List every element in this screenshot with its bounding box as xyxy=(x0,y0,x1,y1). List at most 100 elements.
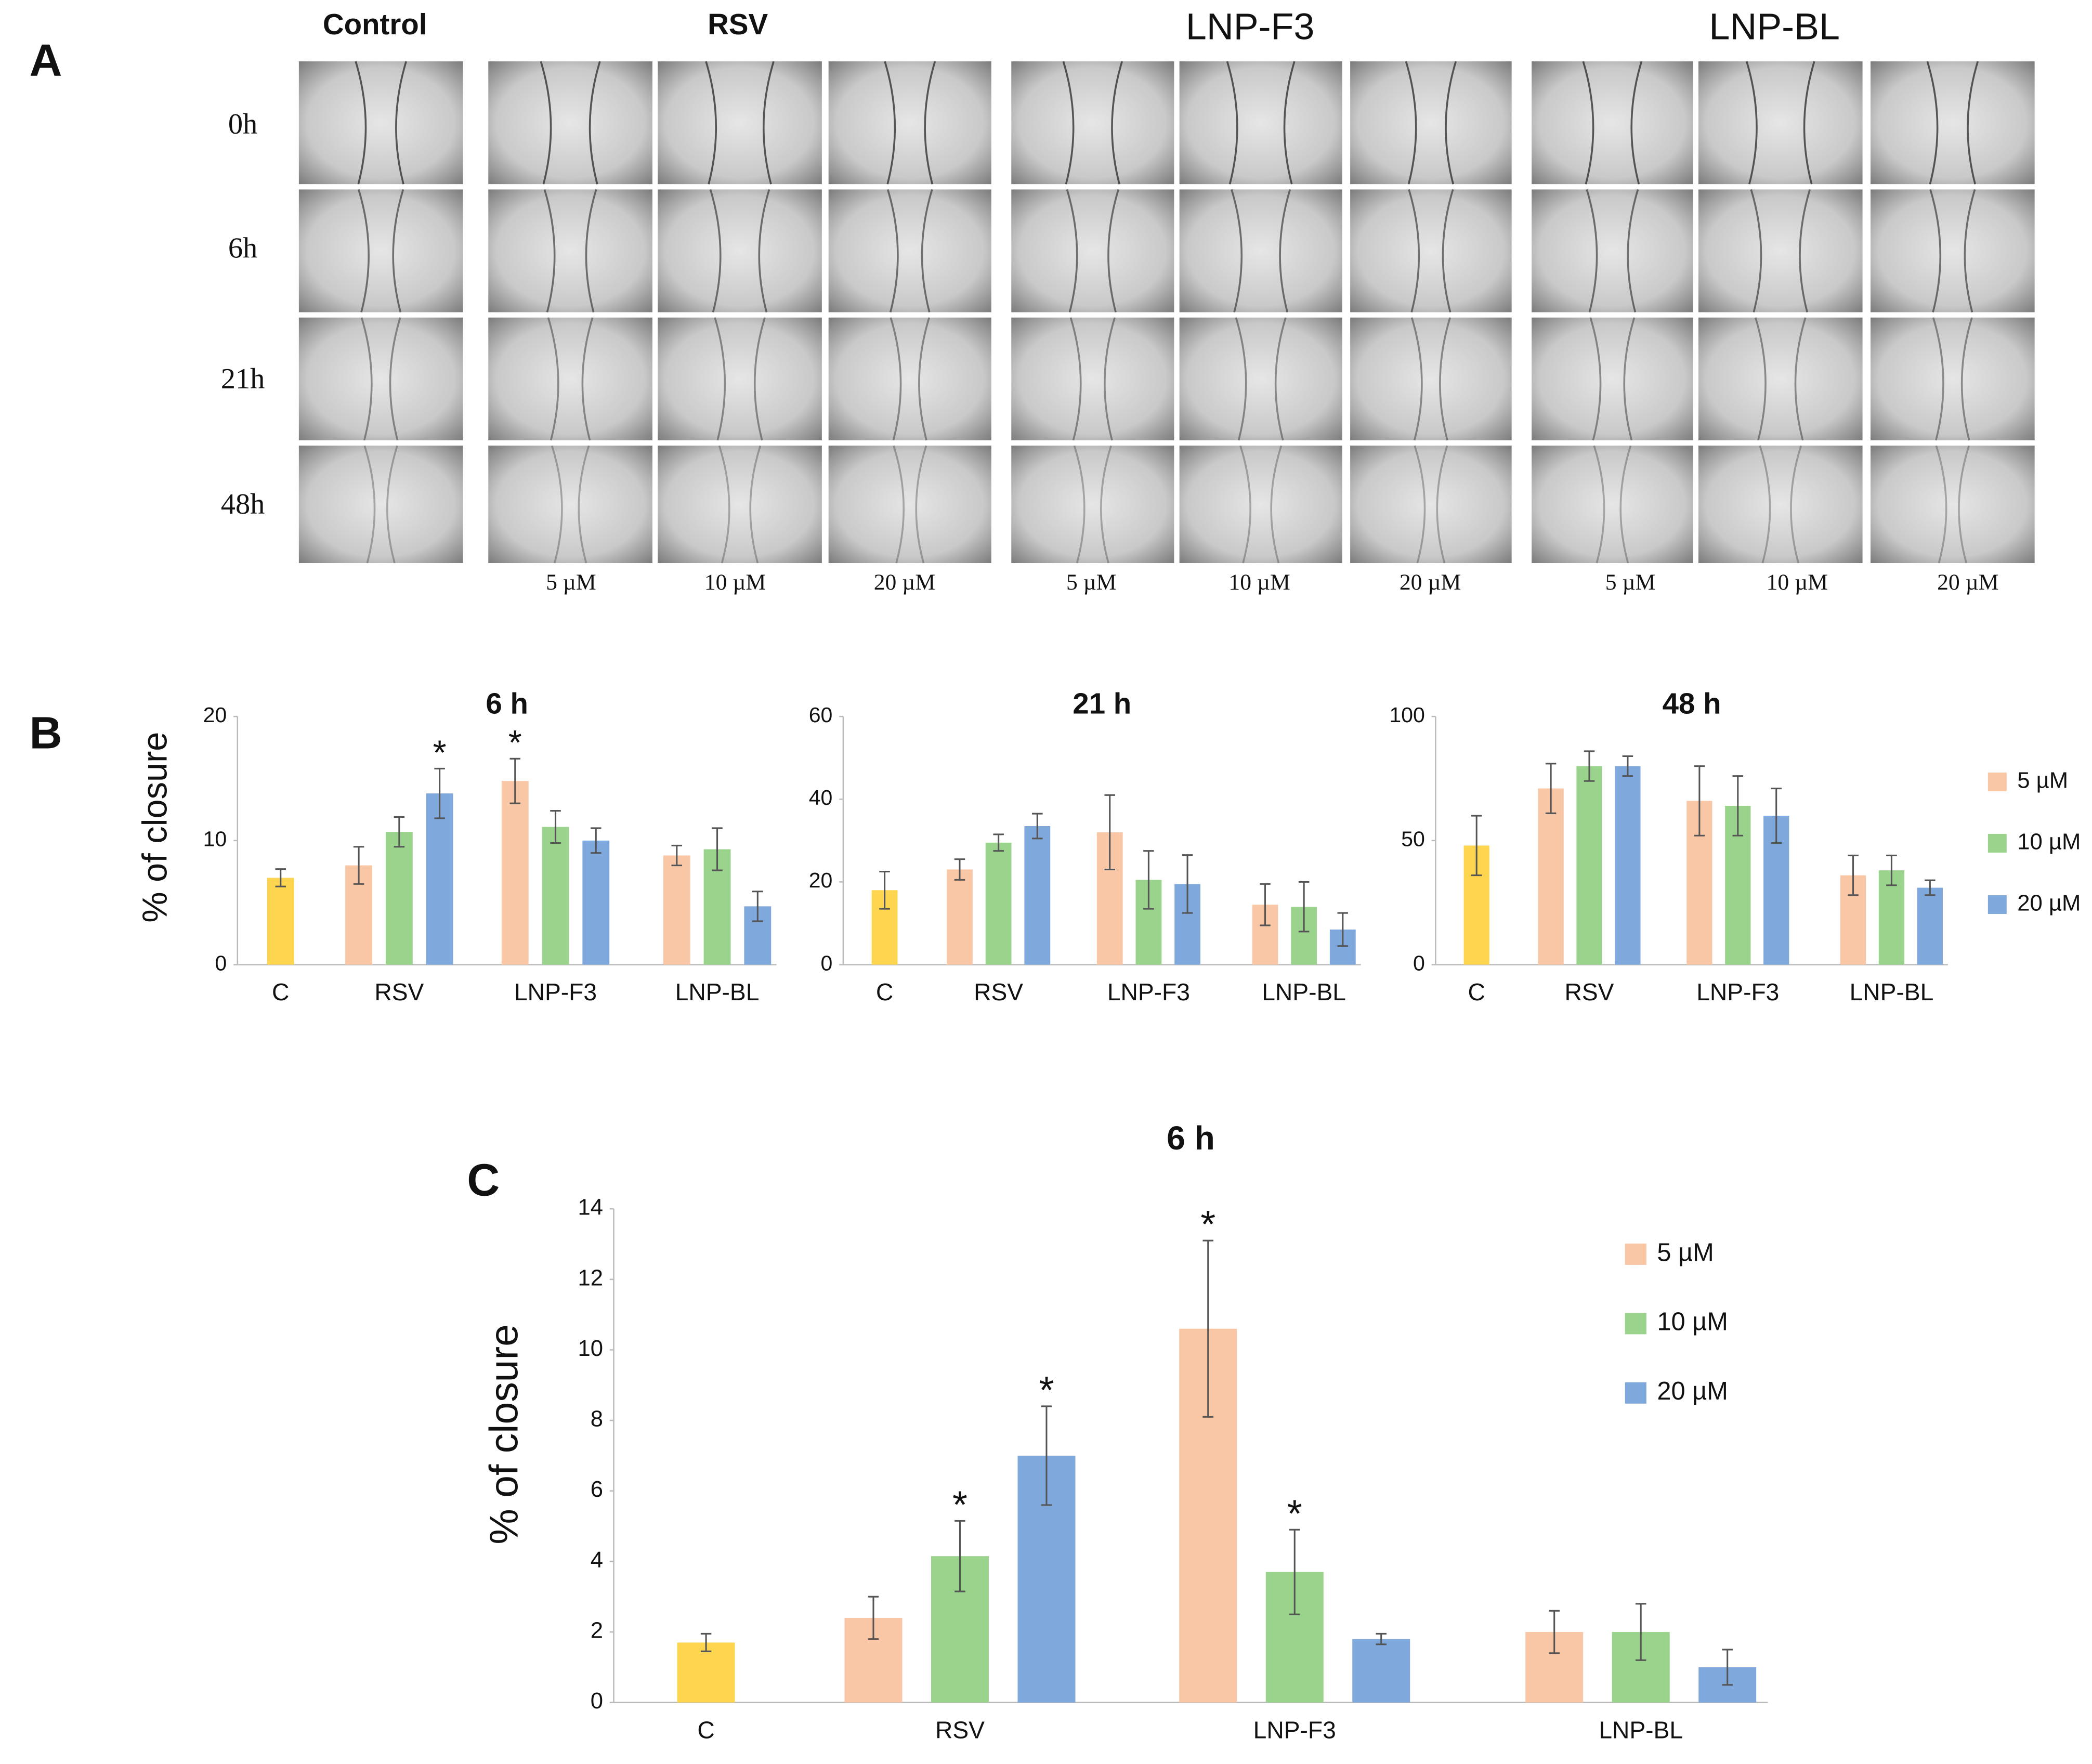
error-bar xyxy=(671,844,683,867)
wound-edge xyxy=(1066,189,1078,312)
concentration-label: 20 µM xyxy=(1400,570,1461,595)
wound-edge xyxy=(1960,317,1973,441)
wound-edge xyxy=(893,445,905,564)
wound-edge xyxy=(714,317,726,441)
bar xyxy=(947,869,973,965)
x-tick-label: LNP-BL xyxy=(1850,978,1934,1005)
x-tick-label: C xyxy=(697,1716,714,1743)
y-tick-label: 0 xyxy=(821,951,833,975)
error-bar xyxy=(1471,815,1482,877)
significance-mark: * xyxy=(1287,1492,1302,1535)
error-bar xyxy=(700,1632,712,1652)
bar xyxy=(1878,870,1905,965)
wound-edge xyxy=(1759,445,1771,564)
wound-edge xyxy=(589,61,601,185)
wound-edge xyxy=(1593,445,1605,564)
y-axis-label: % of closure xyxy=(482,1324,527,1545)
wound-edge xyxy=(1436,445,1448,564)
micrograph xyxy=(488,317,652,440)
error-bar xyxy=(550,809,561,844)
wound-edge xyxy=(1967,61,1979,185)
significance-mark: * xyxy=(952,1483,967,1526)
concentration-label: 5 µM xyxy=(546,570,596,595)
micrograph xyxy=(1350,317,1512,440)
error-bar xyxy=(1260,883,1271,926)
wound-edge xyxy=(1069,317,1082,441)
wound-edge xyxy=(1935,445,1947,564)
micrograph xyxy=(1532,61,1693,185)
error-bar xyxy=(1886,854,1897,886)
wound-edge xyxy=(1750,189,1762,312)
micrograph xyxy=(828,446,991,564)
bar xyxy=(501,781,529,965)
legend-swatch xyxy=(1988,772,2007,791)
micrograph xyxy=(1532,317,1693,440)
micrograph xyxy=(658,446,822,564)
micrograph xyxy=(298,317,463,440)
error-bar xyxy=(591,827,602,854)
panel-label: C xyxy=(467,1155,500,1205)
significance-mark: * xyxy=(508,724,522,762)
panel-label: B xyxy=(29,708,62,759)
wound-edge xyxy=(360,317,373,441)
y-axis-label: % of closure xyxy=(136,732,174,923)
error-bar xyxy=(993,833,1004,852)
error-bar xyxy=(1376,1632,1387,1645)
error-bar xyxy=(1549,1610,1560,1654)
wound-edge xyxy=(392,189,404,312)
micrograph xyxy=(1350,446,1512,564)
error-bar xyxy=(1722,1649,1733,1686)
wound-edge xyxy=(386,445,398,564)
wound-edge xyxy=(1231,189,1243,312)
wound-edge xyxy=(1799,189,1811,312)
y-tick-label: 10 xyxy=(578,1336,603,1361)
y-tick-label: 10 xyxy=(203,827,227,851)
y-tick-label: 4 xyxy=(591,1548,603,1573)
wound-edge xyxy=(1270,445,1283,564)
error-bar xyxy=(954,858,965,881)
bar xyxy=(1352,1639,1410,1703)
bar xyxy=(1538,788,1564,965)
error-bar xyxy=(353,846,364,885)
wound-edge xyxy=(1062,61,1075,185)
bar xyxy=(1576,766,1602,965)
x-tick-label: C xyxy=(876,978,893,1005)
wound-edge xyxy=(540,61,552,185)
error-bar xyxy=(1925,879,1936,896)
error-bar xyxy=(1202,1239,1214,1418)
error-bar xyxy=(868,1596,879,1640)
legend-label: 5 µM xyxy=(2017,768,2068,793)
wound-edge xyxy=(1932,317,1944,441)
y-tick-label: 14 xyxy=(578,1195,603,1220)
micrograph xyxy=(1698,446,1863,564)
micrograph xyxy=(1532,189,1693,312)
micrograph xyxy=(1179,446,1342,564)
error-bar xyxy=(1143,850,1154,910)
micrograph xyxy=(488,189,652,312)
wound-edge xyxy=(1964,189,1976,312)
legend-label: 10 µM xyxy=(2017,829,2081,854)
error-bar xyxy=(1545,763,1557,814)
wound-edge xyxy=(1279,189,1291,312)
wound-edge xyxy=(1408,189,1420,312)
y-tick-label: 2 xyxy=(591,1618,603,1643)
wound-edge xyxy=(1226,61,1238,185)
micrograph xyxy=(658,61,822,185)
error-bar xyxy=(712,827,723,871)
chart-title: 6 h xyxy=(1167,1119,1215,1157)
wound-edge xyxy=(753,317,766,441)
bar xyxy=(663,855,690,965)
micrograph xyxy=(1870,189,2035,312)
wound-edge xyxy=(1745,61,1758,185)
wound-edge xyxy=(921,189,933,312)
wound-edge xyxy=(1445,61,1457,185)
error-bar xyxy=(1584,750,1595,782)
x-tick-label: RSV xyxy=(935,1716,985,1743)
wound-edge xyxy=(389,317,401,441)
micrograph xyxy=(1179,61,1342,185)
wound-edge xyxy=(1405,61,1417,185)
wound-edge xyxy=(1790,445,1802,564)
significance-mark: * xyxy=(433,734,447,772)
wound-edge xyxy=(1586,189,1598,312)
